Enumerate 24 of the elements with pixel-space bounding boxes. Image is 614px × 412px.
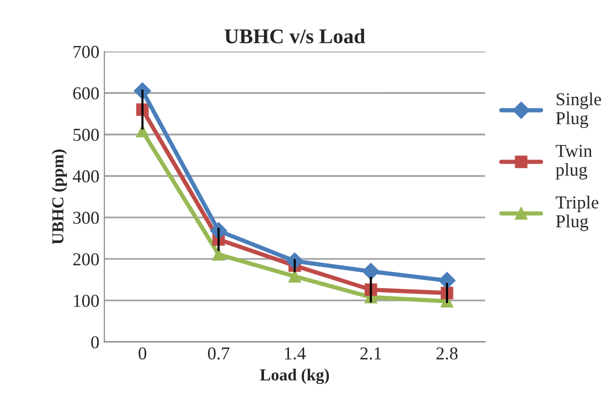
x-tick-label: 0.7	[208, 347, 230, 360]
point	[136, 124, 149, 138]
legend-label: Twin plug	[556, 144, 592, 180]
x-tick-label: 0	[138, 347, 146, 360]
y-tick-label: 0	[91, 336, 99, 348]
y-tick-label: 100	[74, 294, 99, 307]
point	[438, 272, 456, 290]
y-tick-label: 700	[74, 46, 99, 58]
legend-label: Single Plug	[556, 92, 601, 128]
point	[288, 270, 301, 283]
x-axis-title: Load (kg)	[260, 368, 329, 384]
y-tick-label: 500	[73, 128, 99, 141]
x-tick-label: 2.1	[360, 347, 382, 360]
y-axis-title: UBHC (ppm)	[52, 150, 67, 244]
x-tick-label: 2.8	[436, 347, 458, 360]
chart-title: UBHC v/s Load	[224, 28, 366, 44]
x-tick-label: 1.4	[285, 347, 306, 360]
y-tick-label: 300	[73, 212, 99, 224]
y-tick-label: 600	[73, 87, 99, 100]
y-tick-label: 400	[72, 170, 99, 182]
legend-label: Triple Plug	[556, 196, 598, 232]
point	[362, 262, 380, 280]
y-tick-label: 200	[73, 253, 99, 266]
point	[212, 248, 225, 261]
